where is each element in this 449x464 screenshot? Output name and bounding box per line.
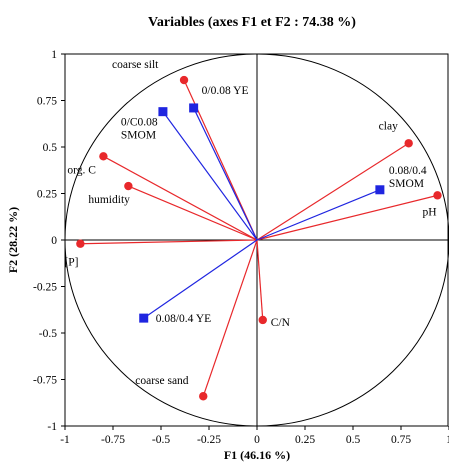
data-point-square — [189, 103, 199, 113]
x-tick-label: 0.25 — [295, 434, 315, 446]
point-label: [P] — [64, 257, 78, 269]
vector-line — [103, 155, 258, 241]
point-label-line: SMOM — [389, 178, 424, 190]
chart-title: Variables (axes F1 et F2 : 74.38 %) — [148, 15, 356, 30]
y-axis-title: F2 (28.22 %) — [6, 207, 20, 273]
point-label-line: 0.08/0.4 YE — [156, 313, 211, 325]
point-label: 0/0.08 YE — [202, 85, 249, 97]
vector-line — [256, 239, 264, 321]
x-tick-label: 0 — [254, 434, 260, 446]
point-label-line: 0.08/0.4 — [389, 165, 427, 177]
point-label-line: humidity — [88, 194, 130, 206]
point-label-line: 0/0.08 YE — [202, 85, 249, 97]
point-label: humidity — [88, 194, 130, 206]
vector-line — [80, 239, 258, 245]
y-tick-label: -0.25 — [33, 282, 57, 294]
y-tick-label: 0.75 — [37, 96, 57, 108]
x-tick-label: 0.75 — [391, 434, 411, 446]
point-label-line: SMOM — [121, 130, 156, 142]
point-label: C/N — [271, 317, 291, 329]
x-tick-label: 0.5 — [346, 434, 361, 446]
point-label-line: coarse silt — [112, 59, 159, 71]
point-label: 0/C0.08 SMOM — [121, 117, 158, 142]
data-point-circle — [99, 152, 108, 161]
point-label-line: coarse sand — [135, 375, 189, 387]
vectors — [76, 75, 442, 401]
point-label-line: [P] — [64, 257, 78, 269]
point-label: pH — [422, 206, 436, 218]
y-tick-label: -0.5 — [39, 328, 57, 340]
point-label-line: C/N — [271, 317, 291, 329]
point-label: coarse silt — [112, 59, 159, 71]
y-tick-label: 0 — [51, 235, 57, 247]
point-label-line: clay — [379, 120, 398, 132]
vector-line — [143, 239, 258, 319]
vector-line — [193, 107, 258, 241]
vector-line — [202, 239, 258, 397]
vector-line — [256, 142, 410, 241]
data-point-circle — [433, 191, 442, 200]
point-label: coarse sand — [135, 375, 189, 387]
data-point-square — [375, 185, 385, 195]
point-label: clay — [379, 120, 398, 132]
x-axis-title: F1 (46.16 %) — [224, 448, 290, 462]
vector-line — [128, 185, 258, 241]
point-label: org. C — [67, 164, 96, 176]
tick-labels: -1 -0.75 -0.5 -0.25 0 0.25 0.5 0.75 1 -1 -0.75 -0.5… — [33, 49, 449, 446]
data-point-circle — [124, 181, 133, 191]
data-point-circle — [76, 239, 85, 248]
data-point-circle — [404, 139, 413, 148]
x-tick-label: -0.25 — [197, 434, 221, 446]
data-point-circle — [199, 392, 208, 401]
y-tick-label: 0.25 — [37, 189, 57, 201]
y-tick-label: 1 — [51, 49, 57, 61]
vector-line — [256, 189, 381, 241]
point-label-line: 0/C0.08 — [121, 117, 158, 129]
y-tick-label: -0.75 — [33, 375, 57, 387]
vector-line — [162, 111, 258, 241]
point-labels: coarse silt clay pH org. C humidity [P] C/N coa… — [64, 59, 436, 387]
point-label-line: org. C — [67, 164, 96, 176]
point-label: 0.08/0.4 SMOM — [389, 165, 427, 190]
x-tick-label: -1 — [60, 434, 70, 446]
point-label-line: pH — [422, 206, 436, 218]
data-point-circle — [258, 315, 267, 325]
y-tick-label: 0.5 — [43, 142, 58, 154]
vector-line — [256, 194, 438, 241]
data-point-circle — [179, 75, 189, 85]
x-tick-label: 1 — [446, 434, 449, 446]
data-point-square — [158, 107, 168, 117]
data-point-square — [139, 313, 149, 323]
x-tick-label: -0.75 — [101, 434, 125, 446]
point-label: 0.08/0.4 YE — [156, 313, 211, 325]
x-tick-label: -0.5 — [152, 434, 170, 446]
y-tick-label: -1 — [47, 421, 57, 433]
